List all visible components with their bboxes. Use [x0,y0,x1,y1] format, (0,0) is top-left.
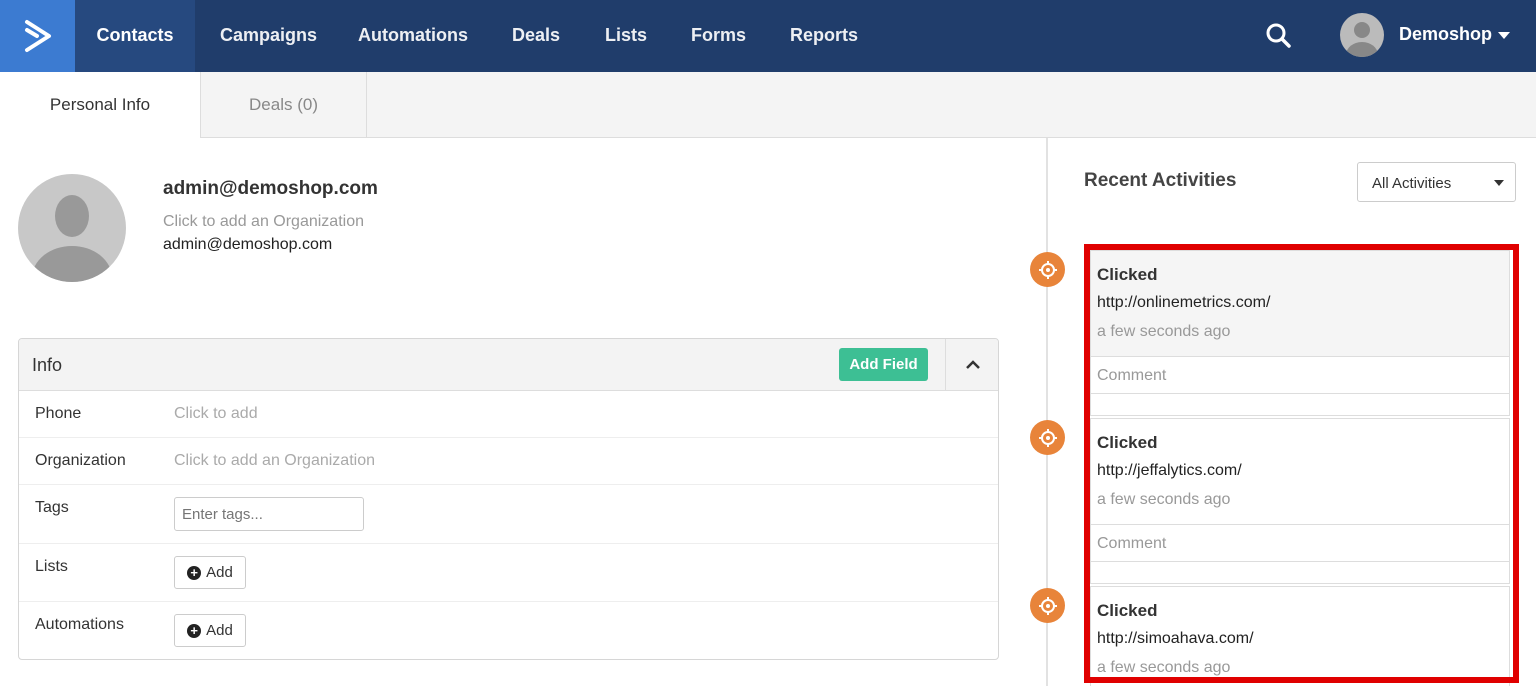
nav-deals[interactable]: Deals [512,25,561,45]
top-nav: Contacts Campaigns Automations Deals Lis… [0,0,1536,72]
organization-label: Organization [35,452,126,469]
nav-forms[interactable]: Forms [691,25,747,45]
chevron-down-icon [1494,180,1504,186]
logo[interactable] [0,0,75,72]
lists-row: Lists + Add [19,544,998,602]
activity-body[interactable]: Clicked http://onlinemetrics.com/a few se… [1091,251,1509,357]
add-list-button[interactable]: + Add [174,556,246,589]
activity-action: Clicked [1097,433,1158,452]
tags-row: Tags [19,485,998,544]
plus-circle-icon: + [187,565,202,580]
activity-action: Clicked [1097,265,1158,284]
activity-url[interactable]: http://jeffalytics.com/ [1097,462,1242,479]
recent-activities-title: Recent Activities [1084,170,1237,191]
add-label: Add [206,564,233,581]
user-menu-caret-icon[interactable] [1498,32,1510,39]
activity-time: a few seconds ago [1097,659,1231,676]
info-panel-header: Info Add Field [19,339,998,391]
contact-email: admin@demoshop.com [163,236,333,253]
lists-label: Lists [35,558,68,575]
activity-time: a few seconds ago [1097,491,1231,508]
add-label: Add [206,622,233,639]
nav-reports[interactable]: Reports [790,25,859,45]
plus-circle-icon: + [187,623,202,638]
activity-body[interactable]: Clicked http://jeffalytics.com/a few seco… [1091,419,1509,525]
target-icon [1030,252,1065,287]
info-panel: Info Add Field Phone Click to add Organi… [18,338,999,660]
comment-field[interactable]: Comment [1091,525,1509,562]
logo-chevron-icon [24,20,51,52]
target-icon [1030,420,1065,455]
tab-personal-info[interactable]: Personal Info [0,72,200,139]
activity-body[interactable]: Clicked http://simoahava.com/a few second… [1091,587,1509,693]
automations-label: Automations [35,616,124,633]
activity-card: Clicked http://onlinemetrics.com/a few se… [1090,250,1510,416]
tab-deals[interactable]: Deals (0) [200,72,367,138]
chevron-up-icon [966,360,980,369]
organization-value[interactable]: Click to add an Organization [174,452,375,469]
activity-action: Clicked [1097,601,1158,620]
phone-row: Phone Click to add [19,391,998,438]
comment-field[interactable]: Comment [1091,357,1509,394]
activity-url[interactable]: http://simoahava.com/ [1097,630,1254,647]
activity-filter-dropdown[interactable]: All Activities [1357,162,1516,202]
search-icon[interactable] [1266,23,1292,49]
nav-contacts[interactable]: Contacts [75,0,195,72]
contact-organization[interactable]: Click to add an Organization [163,213,364,230]
add-automation-button[interactable]: + Add [174,614,246,647]
nav-campaigns[interactable]: Campaigns [220,25,318,45]
user-name[interactable]: Demoshop [1399,24,1493,44]
activity-card: Clicked http://simoahava.com/a few second… [1090,586,1510,693]
activity-filter-value: All Activities [1372,175,1452,192]
add-field-button[interactable]: Add Field [839,348,928,381]
tab-bar: Personal Info Deals (0) [0,72,1536,139]
tags-input[interactable] [174,497,364,531]
organization-row: Organization Click to add an Organizatio… [19,438,998,485]
activity-card: Clicked http://jeffalytics.com/a few seco… [1090,418,1510,584]
nav-automations[interactable]: Automations [358,25,468,45]
phone-value[interactable]: Click to add [174,405,258,422]
collapse-button[interactable] [945,339,998,391]
nav-lists[interactable]: Lists [605,25,648,45]
phone-label: Phone [35,405,82,422]
automations-row: Automations + Add [19,602,998,659]
timeline-line [1046,138,1048,686]
tags-label: Tags [35,499,69,516]
info-title: Info [32,355,63,375]
contact-name: admin@demoshop.com [163,178,378,199]
activity-time: a few seconds ago [1097,323,1231,340]
contact-avatar[interactable] [18,174,126,282]
activity-url[interactable]: http://onlinemetrics.com/ [1097,294,1271,311]
user-avatar[interactable] [1340,13,1384,57]
target-icon [1030,588,1065,623]
